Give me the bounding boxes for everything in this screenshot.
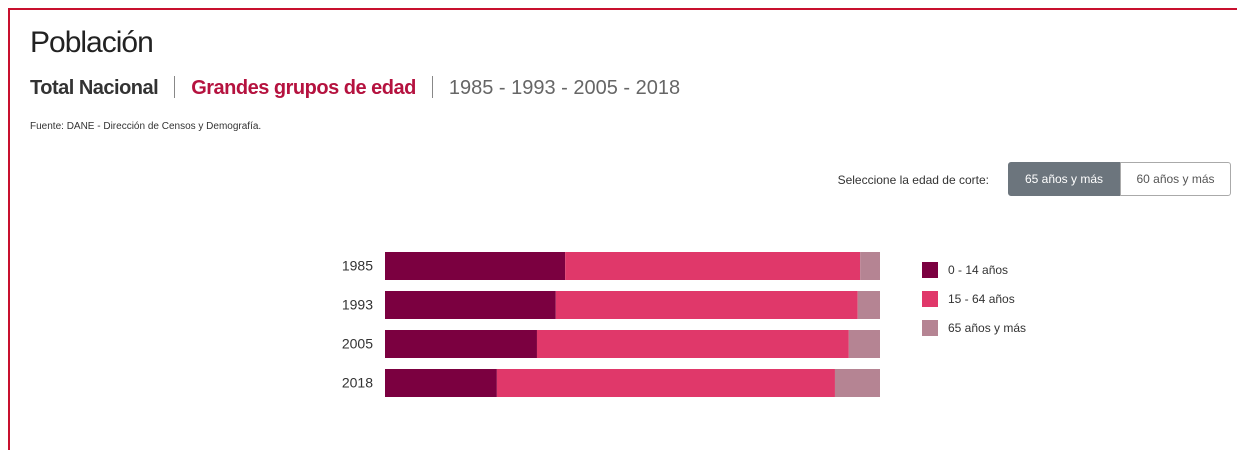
bar-segment bbox=[565, 252, 861, 280]
subtitle: Total Nacional Grandes grupos de edad 1985… bbox=[30, 76, 680, 100]
control-label: Seleccione la edad de corte: bbox=[837, 173, 989, 187]
y-tick-label: 1985 bbox=[342, 258, 373, 274]
bar-segment bbox=[385, 330, 537, 358]
y-tick-label: 2005 bbox=[342, 336, 373, 352]
bar-segment bbox=[496, 369, 835, 397]
legend-swatch bbox=[922, 262, 938, 278]
option-button[interactable]: 60 años y más bbox=[1120, 162, 1231, 196]
legend-swatch bbox=[922, 320, 938, 336]
bar-segment bbox=[536, 330, 849, 358]
legend-swatch bbox=[922, 291, 938, 307]
option-button[interactable]: 65 años y más bbox=[1008, 162, 1120, 196]
bar-segment bbox=[555, 291, 858, 319]
bar-segment bbox=[860, 252, 880, 280]
separator bbox=[431, 76, 433, 98]
y-tick-label: 2018 bbox=[342, 375, 373, 391]
years: 1985 - 1993 - 2005 - 2018 bbox=[448, 77, 681, 99]
topic: Grandes grupos de edad bbox=[191, 77, 416, 99]
title: Población bbox=[30, 26, 154, 59]
source: Fuente: DANE - Dirección de Censos y Dem… bbox=[30, 121, 262, 132]
bar-segment bbox=[385, 369, 497, 397]
legend-label: 65 años y más bbox=[948, 321, 1026, 335]
bar-segment bbox=[385, 252, 566, 280]
bar-segment bbox=[834, 369, 880, 397]
bar-segment bbox=[385, 291, 556, 319]
bar-segment bbox=[848, 330, 880, 358]
separator bbox=[174, 76, 176, 98]
legend-label: 0 - 14 años bbox=[948, 263, 1008, 277]
frame bbox=[8, 8, 1237, 450]
legend-label: 15 - 64 años bbox=[948, 292, 1015, 306]
bar-segment bbox=[857, 291, 880, 319]
y-tick-label: 1993 bbox=[342, 297, 373, 313]
scope: Total Nacional bbox=[30, 77, 159, 99]
